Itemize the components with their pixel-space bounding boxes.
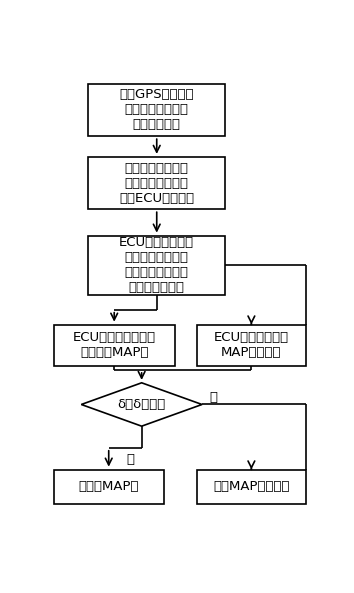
Bar xyxy=(54,324,175,366)
Bar xyxy=(196,324,306,366)
Polygon shape xyxy=(81,383,202,426)
Text: 车载GPS实时监测
整车当前位置，并
发送给共轨行: 车载GPS实时监测 整车当前位置，并 发送给共轨行 xyxy=(119,88,194,132)
Text: 共轨行将当前位置
和道路路谱信息发
送给ECU控制单元: 共轨行将当前位置 和道路路谱信息发 送给ECU控制单元 xyxy=(119,161,194,205)
Bar xyxy=(88,157,225,209)
Bar xyxy=(88,235,225,295)
Text: ECU根据坡长得到
MAP修正系数: ECU根据坡长得到 MAP修正系数 xyxy=(214,331,289,359)
Text: ECU根据道路坡度选
择不同的MAP图: ECU根据道路坡度选 择不同的MAP图 xyxy=(73,331,156,359)
Text: 否: 否 xyxy=(209,391,217,404)
Text: 切换MAP图并修正: 切换MAP图并修正 xyxy=(213,480,290,493)
Text: ECU根据当前位置
与已有的道路路谱
信息，确定整车当
前位置坡度信息: ECU根据当前位置 与已有的道路路谱 信息，确定整车当 前位置坡度信息 xyxy=(119,236,194,294)
Bar xyxy=(54,470,164,504)
Text: 是: 是 xyxy=(127,453,135,466)
Bar xyxy=(196,470,306,504)
Text: 执行原MAP图: 执行原MAP图 xyxy=(79,480,139,493)
Bar xyxy=(88,84,225,136)
Text: δ＜δ标定值: δ＜δ标定值 xyxy=(118,398,166,411)
